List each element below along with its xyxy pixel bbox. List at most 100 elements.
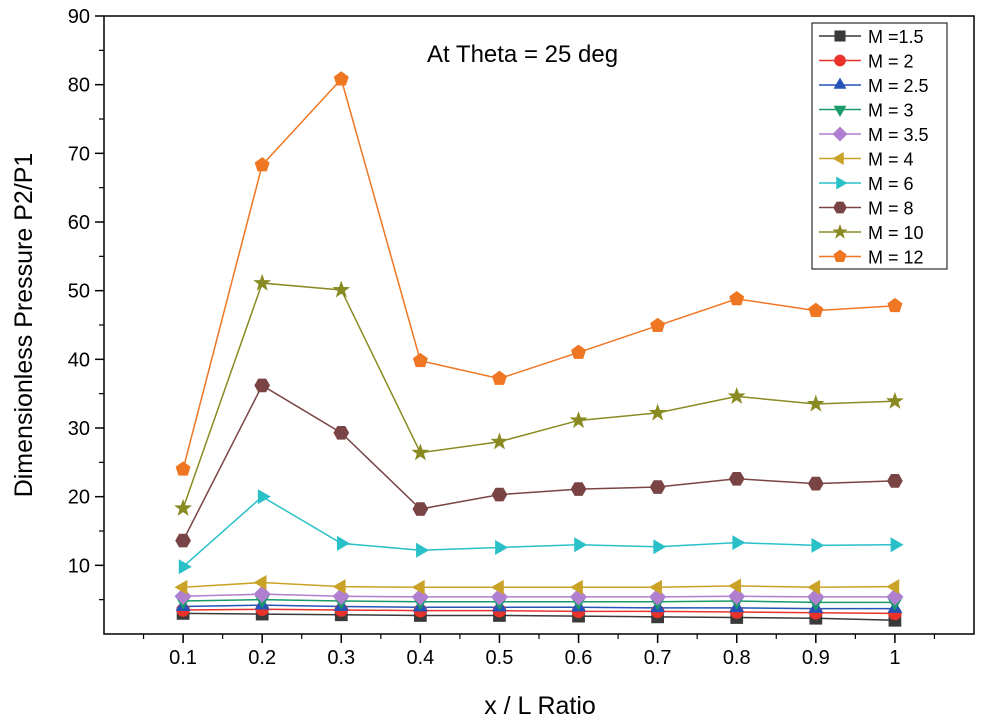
data-point-marker bbox=[174, 587, 192, 605]
x-tick-label: 0.8 bbox=[723, 647, 751, 669]
data-point-marker bbox=[648, 403, 667, 421]
data-point-marker bbox=[491, 487, 508, 502]
data-point-marker bbox=[332, 579, 346, 595]
data-point-marker bbox=[569, 411, 588, 429]
data-point-marker bbox=[411, 588, 429, 606]
series-line bbox=[183, 598, 895, 604]
legend-marker bbox=[834, 54, 846, 67]
legend-label: M = 3 bbox=[868, 101, 914, 121]
y-tick-label: 20 bbox=[68, 487, 90, 509]
data-point-marker bbox=[490, 588, 509, 606]
legend-marker bbox=[832, 152, 844, 165]
legend-marker bbox=[833, 201, 847, 214]
data-point-marker bbox=[174, 579, 188, 595]
y-tick-label: 90 bbox=[68, 6, 90, 28]
data-point-marker bbox=[728, 578, 742, 594]
data-point-marker bbox=[490, 579, 504, 595]
data-point-marker bbox=[175, 533, 191, 548]
data-point-marker bbox=[570, 482, 587, 496]
legend-label: M =1.5 bbox=[868, 27, 924, 47]
series-line bbox=[183, 608, 895, 615]
data-point-marker bbox=[336, 535, 350, 551]
series-markers bbox=[174, 71, 904, 627]
data-point-marker bbox=[253, 585, 271, 603]
series-line bbox=[183, 604, 895, 610]
x-tick-label: 0.5 bbox=[486, 647, 514, 669]
legend-label: M = 2 bbox=[868, 52, 914, 72]
data-point-marker bbox=[886, 588, 904, 606]
data-point-marker bbox=[808, 302, 824, 317]
data-point-marker bbox=[806, 394, 825, 412]
axis-ticks: 0.1 0.2 0.3 0.4 0.5 0.6 0.7 0.8 0.9 1 10 20 30 40 50 60… bbox=[68, 6, 936, 669]
data-point-marker bbox=[491, 370, 507, 385]
series-line bbox=[182, 282, 895, 509]
y-tick-label: 10 bbox=[68, 555, 90, 577]
y-tick-label: 80 bbox=[68, 75, 90, 97]
data-point-marker bbox=[174, 498, 193, 516]
data-point-marker bbox=[411, 443, 430, 461]
data-point-marker bbox=[332, 280, 351, 298]
x-tick-label: 0.1 bbox=[169, 647, 197, 669]
data-point-marker bbox=[732, 535, 746, 551]
y-axis-title: Dimensionless Pressure P2/P1 bbox=[10, 153, 38, 498]
legend-label: M = 2.5 bbox=[868, 76, 929, 96]
legend-marker bbox=[832, 223, 848, 239]
legend-marker bbox=[834, 30, 846, 42]
legend-marker bbox=[833, 105, 847, 117]
x-tick-label: 0.2 bbox=[248, 647, 276, 669]
data-point-marker bbox=[885, 391, 904, 409]
legend-label: M = 8 bbox=[868, 199, 914, 219]
data-point-marker bbox=[412, 352, 428, 368]
data-point-marker bbox=[649, 579, 662, 595]
data-point-marker bbox=[333, 425, 350, 440]
series-line bbox=[183, 593, 895, 598]
data-point-marker bbox=[175, 461, 191, 476]
data-point-marker bbox=[727, 387, 746, 404]
data-point-marker bbox=[729, 291, 745, 306]
data-point-marker bbox=[253, 273, 272, 291]
legend-label: M = 10 bbox=[868, 223, 924, 243]
y-tick-label: 60 bbox=[68, 212, 90, 234]
data-point-marker bbox=[333, 71, 349, 86]
data-point-marker bbox=[253, 575, 267, 590]
legend-marker bbox=[833, 249, 847, 263]
data-point-marker bbox=[890, 537, 904, 553]
data-point-marker bbox=[649, 480, 666, 494]
x-tick-label: 0.7 bbox=[644, 647, 672, 669]
data-point-marker bbox=[886, 579, 900, 595]
data-point-marker bbox=[650, 317, 666, 333]
data-point-marker bbox=[807, 579, 821, 595]
data-point-marker bbox=[728, 471, 745, 486]
series-lines bbox=[182, 77, 895, 622]
y-tick-label: 30 bbox=[68, 418, 90, 440]
x-tick-label: 0.9 bbox=[802, 647, 830, 669]
series-line bbox=[183, 581, 895, 589]
data-point-marker bbox=[254, 157, 270, 172]
data-point-marker bbox=[412, 502, 429, 516]
series-line bbox=[182, 77, 895, 470]
data-point-marker bbox=[574, 537, 588, 553]
data-point-marker bbox=[495, 540, 509, 555]
y-tick-label: 50 bbox=[68, 281, 90, 303]
data-point-marker bbox=[490, 432, 509, 450]
x-tick-label: 1 bbox=[889, 647, 900, 669]
data-point-marker bbox=[571, 344, 587, 359]
data-point-marker bbox=[811, 537, 825, 553]
legend-marker bbox=[836, 176, 848, 190]
x-tick-label: 0.3 bbox=[327, 647, 355, 669]
x-tick-label: 0.6 bbox=[565, 647, 593, 669]
data-point-marker bbox=[653, 539, 667, 555]
legend-label: M = 4 bbox=[868, 150, 914, 170]
legend-label: M = 12 bbox=[868, 248, 924, 268]
legend-marker bbox=[832, 126, 848, 142]
legend-box bbox=[811, 22, 948, 270]
x-tick-label: 0.4 bbox=[406, 647, 434, 669]
data-point-marker bbox=[411, 579, 425, 595]
legend-marker bbox=[833, 77, 847, 89]
legend-label: M = 3.5 bbox=[868, 125, 929, 145]
y-tick-label: 70 bbox=[68, 143, 90, 165]
legend: M =1.5 M = 2 M = 2.5 M = 3 M = 3.5 M = 4 M = 6… bbox=[811, 22, 948, 270]
data-point-marker bbox=[887, 297, 903, 313]
data-point-marker bbox=[257, 489, 271, 505]
